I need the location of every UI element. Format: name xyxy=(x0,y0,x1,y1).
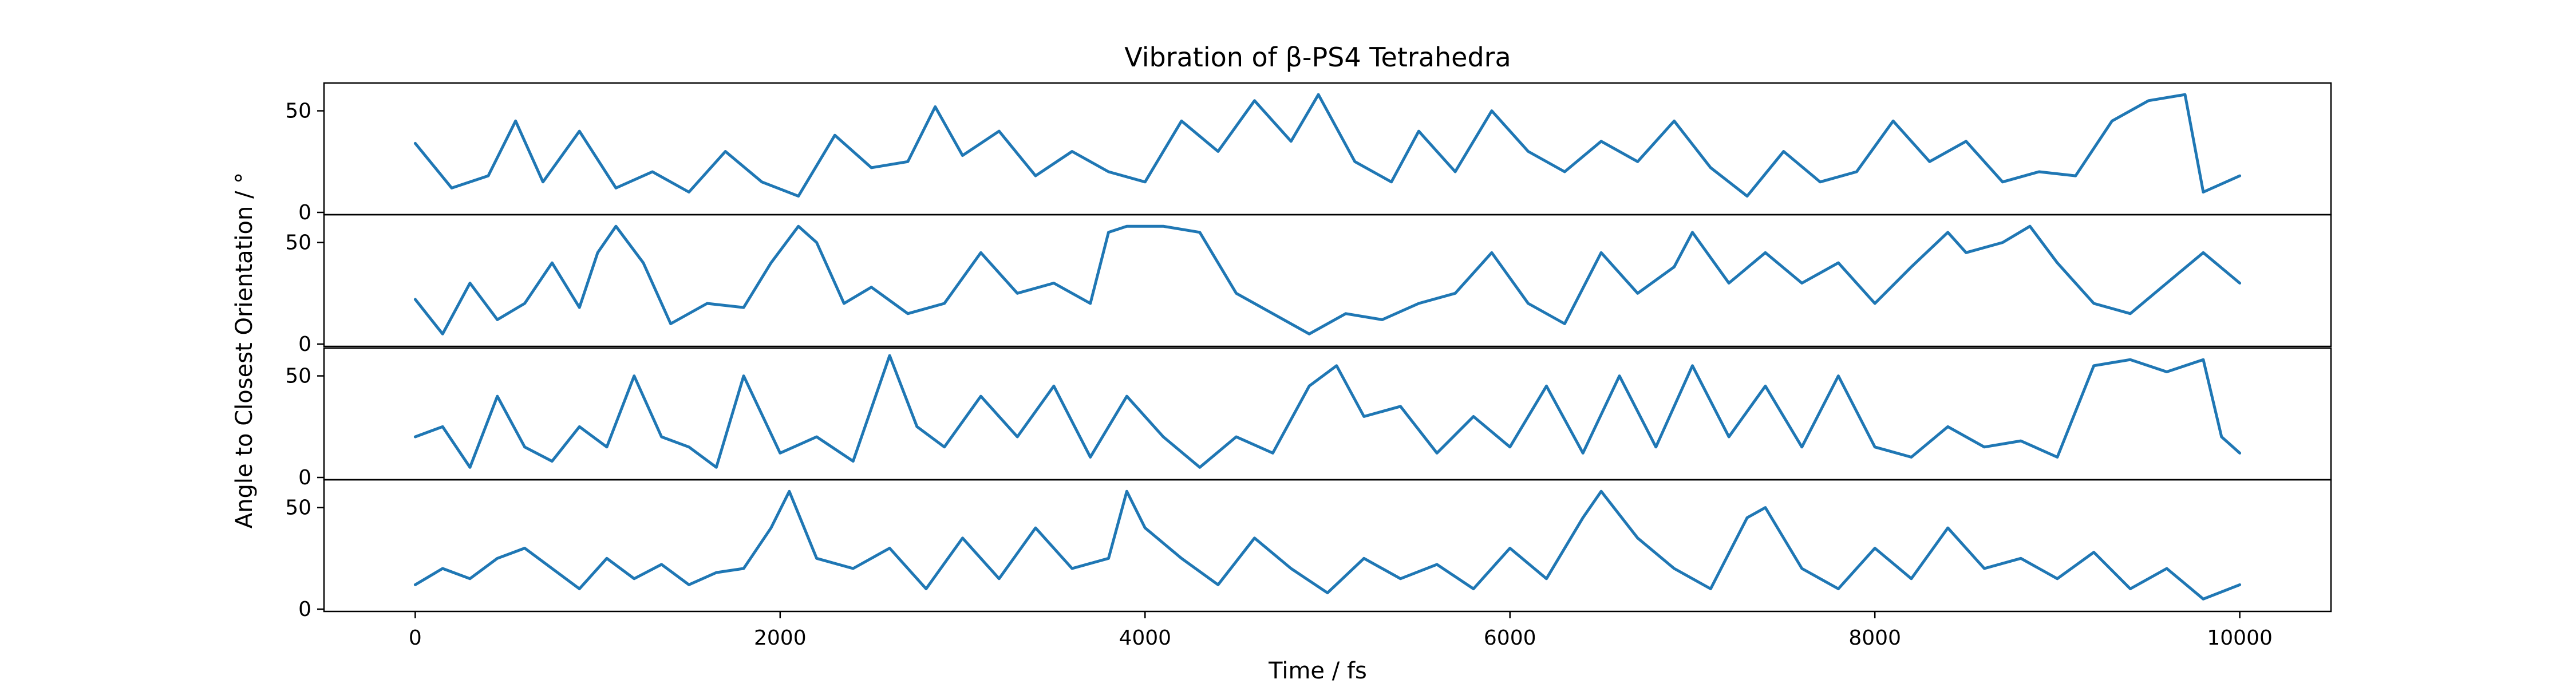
x-tick-label: 0 xyxy=(409,626,422,650)
y-tick-label: 0 xyxy=(298,598,311,621)
series-line-panel-1 xyxy=(413,93,2242,198)
x-axis: 0 2000 4000 6000 8000 10000 xyxy=(409,611,2273,650)
x-tick-label: 6000 xyxy=(1484,626,1536,650)
y-tick-label: 50 xyxy=(285,365,311,388)
panel-4: 0 50 xyxy=(285,479,2332,621)
series-line-panel-4 xyxy=(413,489,2242,601)
panel-frame xyxy=(323,214,2332,348)
y-tick-label: 0 xyxy=(298,201,311,224)
series-line-panel-2 xyxy=(413,224,2242,335)
panel-frame xyxy=(323,82,2332,216)
panel-1: 0 50 xyxy=(285,82,2332,224)
x-axis-label: Time / fs xyxy=(1268,658,1367,684)
panel-3: 0 50 xyxy=(285,347,2332,489)
y-tick-label: 50 xyxy=(285,100,311,123)
panel-2: 0 50 xyxy=(285,214,2332,356)
x-tick-label: 2000 xyxy=(754,626,807,650)
panel-frame xyxy=(323,479,2332,613)
panels-layer: 0 50 0 50 0 50 0 50 xyxy=(285,82,2332,621)
y-tick-label: 50 xyxy=(285,231,311,255)
chart-title: Vibration of β-PS4 Tetrahedra xyxy=(1124,42,1511,73)
y-axis-label: Angle to Closest Orientation / ° xyxy=(231,172,258,528)
y-tick-label: 0 xyxy=(298,466,311,489)
x-tick-label: 10000 xyxy=(2207,626,2273,650)
x-tick-label: 8000 xyxy=(1848,626,1901,650)
y-tick-label: 50 xyxy=(285,496,311,520)
series-line-panel-3 xyxy=(413,354,2242,469)
x-tick-label: 4000 xyxy=(1119,626,1171,650)
y-tick-label: 0 xyxy=(298,333,311,356)
panel-frame xyxy=(323,347,2332,481)
